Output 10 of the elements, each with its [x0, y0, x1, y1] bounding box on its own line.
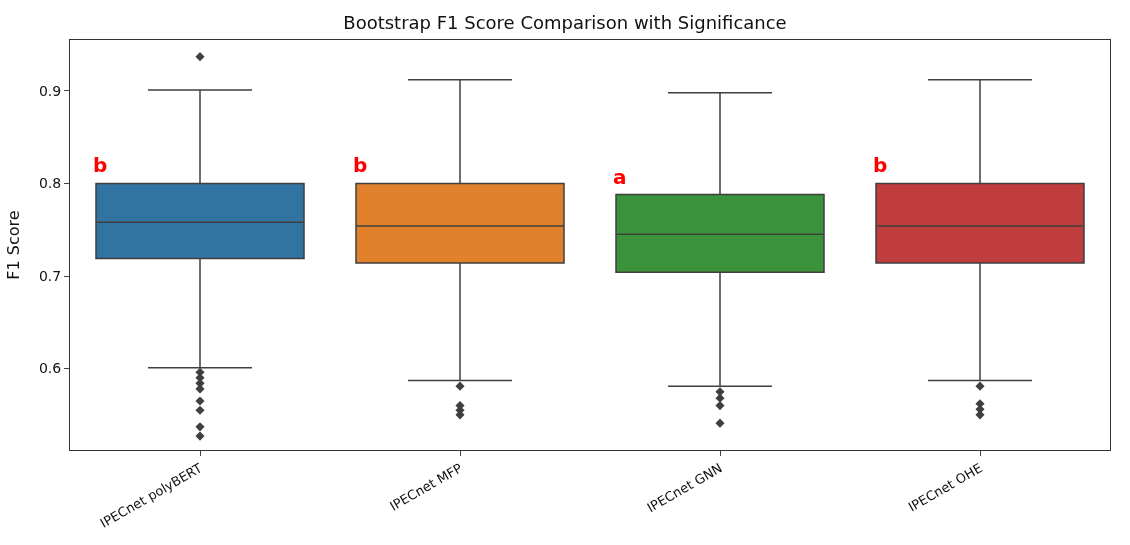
annotation: a: [613, 165, 627, 189]
chart-title: Bootstrap F1 Score Comparison with Significance: [343, 11, 787, 33]
y-tick-label: 0.9: [38, 82, 62, 99]
y-tick-label: 0.8: [38, 175, 62, 192]
annotation: b: [93, 153, 108, 177]
y-tick-label: 0.7: [38, 267, 62, 284]
annotation: b: [873, 153, 888, 177]
y-axis-title: F1 Score: [3, 210, 23, 280]
y-tick-label: 0.6: [38, 360, 62, 377]
annotation: b: [353, 153, 368, 177]
